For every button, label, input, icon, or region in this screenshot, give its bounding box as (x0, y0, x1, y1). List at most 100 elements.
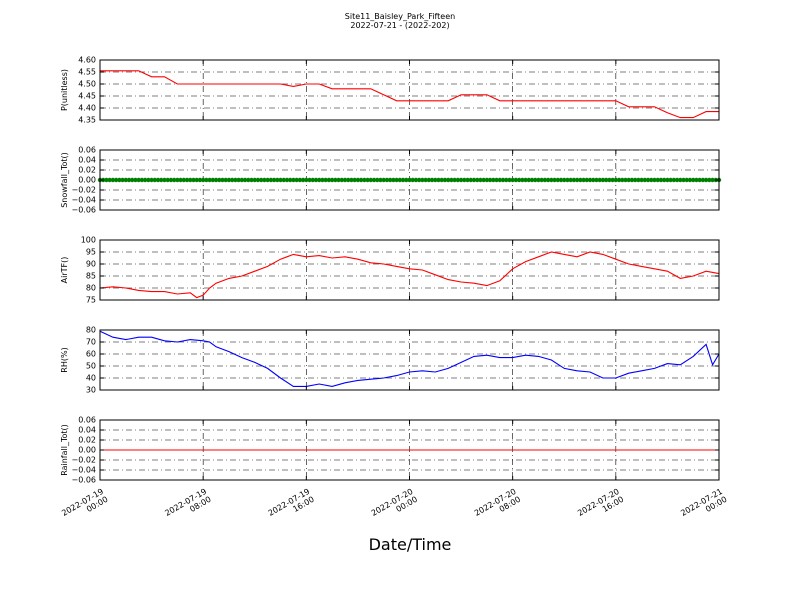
data-point (420, 177, 425, 183)
y-tick-label: 0.02 (78, 436, 96, 445)
data-point (613, 177, 619, 183)
y-tick-label: −0.02 (71, 456, 96, 465)
y-axis-label: Rainfall_Tot() (60, 424, 69, 476)
data-point (220, 177, 225, 183)
data-point (194, 177, 199, 183)
data-point (491, 177, 496, 183)
data-point (426, 177, 432, 183)
data-point (632, 177, 638, 183)
data-point (168, 177, 174, 183)
data-point (465, 177, 470, 183)
data-point (213, 177, 219, 183)
data-point (149, 177, 154, 183)
data-point (197, 177, 203, 183)
y-axis-label: AirTF() (60, 257, 69, 284)
y-tick-label: 0.06 (78, 146, 96, 155)
data-point (568, 177, 573, 183)
data-point (620, 177, 625, 183)
y-tick-label: 0.06 (78, 416, 96, 425)
data-point (610, 177, 615, 183)
data-point (433, 177, 438, 183)
data-point (475, 177, 480, 183)
data-point (416, 177, 422, 183)
data-point (571, 177, 577, 183)
data-point (478, 177, 483, 183)
data-point (671, 177, 677, 183)
data-point (510, 177, 515, 183)
data-point (210, 177, 216, 183)
data-point (242, 177, 248, 183)
data-point (507, 177, 512, 183)
data-point (362, 177, 367, 183)
data-point (384, 177, 390, 183)
data-point (687, 177, 693, 183)
data-point (320, 177, 325, 183)
data-point (281, 177, 286, 183)
data-point (300, 177, 306, 183)
data-point (336, 177, 341, 183)
data-point (184, 177, 190, 183)
data-point (629, 177, 635, 183)
data-point (349, 177, 354, 183)
series-line (100, 70, 719, 119)
data-point (526, 177, 531, 183)
y-tick-label: −0.04 (71, 466, 96, 475)
y-tick-label: 0.02 (78, 166, 96, 175)
data-point (691, 177, 696, 183)
data-point (391, 177, 396, 183)
data-point (555, 177, 561, 183)
data-point (404, 177, 409, 183)
y-tick-label: 4.55 (78, 68, 96, 77)
y-tick-label: 75 (86, 296, 96, 305)
data-point (413, 177, 419, 183)
data-point (536, 177, 541, 183)
data-point (423, 177, 428, 183)
data-point (471, 177, 477, 183)
data-point (436, 177, 441, 183)
data-point (487, 177, 493, 183)
y-tick-label: 70 (86, 338, 96, 347)
data-point (191, 177, 196, 183)
data-point (171, 177, 177, 183)
data-point (658, 177, 664, 183)
data-point (400, 177, 406, 183)
data-point (110, 177, 116, 183)
data-point (504, 177, 509, 183)
chart-subtitle: 2022-07-21 - (2022-202) (350, 21, 450, 30)
data-point (529, 177, 535, 183)
data-point (562, 177, 567, 183)
data-point (229, 177, 235, 183)
y-tick-label: 80 (86, 284, 96, 293)
data-point (152, 177, 158, 183)
data-point (310, 177, 315, 183)
y-tick-label: 60 (86, 350, 96, 359)
y-tick-label: 0.04 (78, 156, 96, 165)
data-point (284, 177, 290, 183)
y-tick-label: 85 (86, 272, 96, 281)
data-point (481, 177, 486, 183)
data-point (126, 177, 132, 183)
data-point (365, 177, 370, 183)
data-point (181, 177, 187, 183)
data-point (288, 177, 293, 183)
data-point (262, 177, 267, 183)
panel-4: 80 70 60 50 40 30 RH(%) (60, 326, 720, 395)
panel-5: 0.060.040.020.00−0.02−0.04−0.06Rainfall_… (60, 416, 720, 485)
data-point (178, 177, 183, 183)
x-axis-label: Date/Time (368, 535, 452, 554)
data-point (674, 177, 680, 183)
panel-3: 100 95 90 85 80 75 AirTF() (60, 236, 720, 305)
data-point (339, 177, 344, 183)
data-point (294, 177, 299, 183)
data-point (642, 177, 648, 183)
data-point (410, 177, 415, 183)
y-tick-label: 80 (86, 326, 96, 335)
data-point (233, 177, 238, 183)
data-point (155, 177, 161, 183)
data-point (313, 177, 319, 183)
data-point (565, 177, 570, 183)
data-point (542, 177, 548, 183)
